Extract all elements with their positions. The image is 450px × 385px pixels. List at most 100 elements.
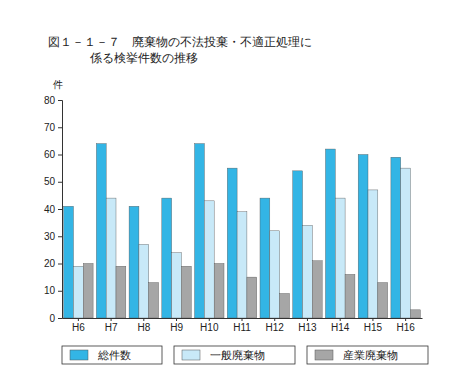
y-tick-label: 50 — [44, 176, 56, 187]
x-tick: H6 — [72, 318, 85, 333]
x-tick-mark — [176, 318, 177, 321]
x-tick-mark — [242, 318, 243, 321]
bar — [270, 231, 280, 318]
legend-frame — [62, 346, 162, 364]
legend-frame — [307, 346, 428, 364]
x-tick: H16 — [396, 318, 415, 333]
y-tick: 40 — [44, 204, 62, 215]
y-tick: 60 — [44, 149, 62, 160]
bar — [204, 201, 214, 318]
y-tick-mark — [58, 236, 62, 237]
legend-item: 一般廃棄物 — [174, 346, 295, 364]
y-tick-label: 60 — [44, 149, 56, 160]
bar — [64, 206, 74, 318]
x-tick-label: H8 — [137, 322, 150, 333]
legend-label: 総件数 — [97, 349, 131, 362]
bar — [411, 310, 421, 318]
x-tick: H11 — [233, 318, 251, 333]
y-tick: 0 — [49, 313, 62, 324]
y-tick-label: 20 — [44, 258, 56, 269]
chart-root: 図１－１－７ 廃棄物の不法投棄・不適正処理に係る検挙件数の推移件01020304… — [0, 0, 450, 385]
plot: 0 10 20 30 40 50 60 70 80 H6 H7 H8 H9 H10 H11 H12 H13 H14… — [44, 95, 423, 333]
y-tick-mark — [58, 127, 62, 128]
bar — [181, 266, 191, 318]
y-tick-mark — [58, 155, 62, 156]
x-tick-label: H10 — [200, 322, 219, 333]
y-tick-mark — [58, 182, 62, 183]
y-tick-mark — [58, 318, 62, 319]
y-tick: 70 — [44, 122, 62, 133]
bar — [83, 264, 93, 319]
bar — [280, 293, 290, 318]
y-tick-label: 10 — [44, 285, 56, 296]
y-axis: 0 10 20 30 40 50 60 70 80 — [44, 95, 63, 324]
legend-item: 総件数 — [62, 346, 162, 364]
x-tick-mark — [274, 318, 275, 321]
legend-swatch — [182, 350, 200, 360]
bar — [227, 168, 237, 318]
y-axis-line — [58, 101, 63, 319]
x-tick-label: H7 — [105, 322, 118, 333]
y-tick-label: 30 — [44, 231, 56, 242]
bar — [345, 274, 355, 318]
x-tick-mark — [209, 318, 210, 321]
bar — [172, 253, 182, 318]
x-tick-label: H11 — [233, 322, 251, 333]
bar — [129, 206, 139, 318]
x-tick-mark — [143, 318, 144, 321]
x-tick-label: H16 — [396, 322, 415, 333]
x-tick-label: H14 — [331, 322, 350, 333]
bar — [335, 198, 345, 318]
x-tick-mark — [372, 318, 373, 321]
bar — [378, 283, 388, 318]
x-tick: H10 — [200, 318, 219, 333]
x-tick-mark — [111, 318, 112, 321]
bar — [401, 168, 411, 318]
bar — [116, 266, 126, 318]
y-tick-mark — [58, 100, 62, 101]
legend: 総件数 一般廃棄物 産業廃棄物 — [62, 346, 428, 364]
x-tick-mark — [307, 318, 308, 321]
y-tick: 80 — [44, 95, 62, 106]
x-tick: H15 — [364, 318, 383, 333]
bar — [303, 225, 313, 318]
legend-frame — [174, 346, 295, 364]
x-tick: H14 — [331, 318, 350, 333]
legend-label: 一般廃棄物 — [210, 349, 265, 362]
x-tick-label: H15 — [364, 322, 383, 333]
bar — [368, 190, 378, 318]
bar — [260, 198, 270, 318]
x-tick-mark — [405, 318, 406, 321]
y-tick: 50 — [44, 176, 62, 187]
y-tick-mark — [58, 264, 62, 265]
y-tick: 10 — [44, 285, 62, 296]
bar — [214, 264, 224, 319]
x-tick-label: H9 — [170, 322, 183, 333]
x-tick-label: H6 — [72, 322, 85, 333]
x-tick-label: H13 — [298, 322, 317, 333]
x-tick-mark — [78, 318, 79, 321]
y-tick: 20 — [44, 258, 62, 269]
bar — [73, 266, 83, 318]
x-tick: H12 — [266, 318, 285, 333]
legend-label: 産業廃棄物 — [343, 349, 398, 362]
x-tick: H9 — [170, 318, 183, 333]
y-tick-mark — [58, 209, 62, 210]
y-tick: 30 — [44, 231, 62, 242]
x-tick: H8 — [137, 318, 150, 333]
title: 図１－１－７ 廃棄物の不法投棄・不適正処理に — [48, 35, 312, 49]
bars — [64, 144, 421, 318]
legend-swatch — [70, 350, 88, 360]
x-tick-mark — [340, 318, 341, 321]
bar — [96, 144, 106, 318]
y-tick-label: 40 — [44, 204, 56, 215]
title: 係る検挙件数の推移 — [89, 51, 198, 65]
y-tick-mark — [58, 291, 62, 292]
bar — [325, 149, 335, 318]
legend-item: 産業廃棄物 — [307, 346, 428, 364]
bar — [139, 244, 149, 318]
bar — [149, 283, 159, 318]
y-tick-label: 0 — [49, 313, 55, 324]
bar — [312, 261, 322, 318]
x-tick-label: H12 — [266, 322, 285, 333]
